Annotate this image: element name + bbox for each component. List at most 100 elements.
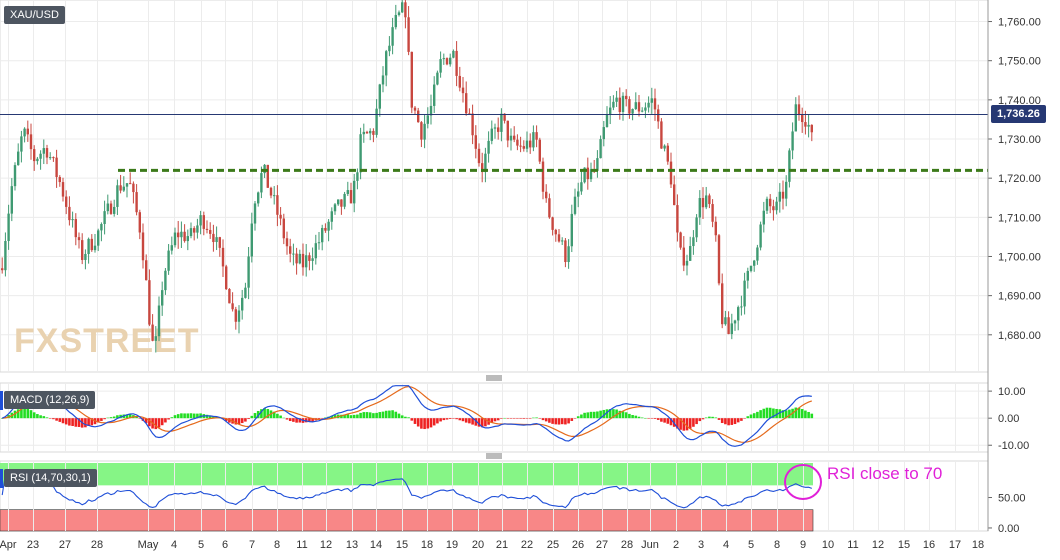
candle-body xyxy=(525,140,529,149)
price-tick-label: 1,680.00 xyxy=(998,330,1041,342)
time-axis: Apr 23 27 28 May 4 5 6 7 8 11 12 13 14 15 18 19 20 21 22 25 2… xyxy=(0,539,984,551)
macd-hist-bar xyxy=(282,417,286,419)
macd-hist-bar xyxy=(519,418,522,419)
price-tick-label: 1,720.00 xyxy=(998,173,1041,185)
candle-body xyxy=(794,104,797,132)
candle-body xyxy=(797,104,801,115)
candle-body xyxy=(413,107,417,111)
macd-hist-bar xyxy=(580,414,583,419)
candle-body xyxy=(618,97,621,113)
macd-hist-bar xyxy=(560,418,564,425)
rsi-legend[interactable]: RSI (14,70,30,1) xyxy=(4,469,97,487)
macd-hist-bar xyxy=(74,418,78,427)
candle-body xyxy=(183,231,186,242)
macd-hist-bar xyxy=(576,416,580,419)
candle-body xyxy=(324,227,327,231)
candle-body xyxy=(637,102,641,112)
candle-body xyxy=(13,165,17,187)
candle-body xyxy=(362,131,365,135)
macd-hist-bar xyxy=(26,408,30,419)
macd-hist-bar xyxy=(138,418,142,419)
macd-hist-bar xyxy=(84,418,87,428)
rsi-axis: 50.00 0.00 xyxy=(988,493,1026,535)
macd-hist-bar xyxy=(650,418,654,419)
current-price-tag: 1,736.26 xyxy=(991,105,1046,124)
rsi-legend-marker xyxy=(0,469,3,488)
candle-body xyxy=(353,180,356,204)
candle-body xyxy=(673,184,676,206)
macd-hist-bar xyxy=(432,418,436,426)
macd-legend[interactable]: MACD (12,26,9) xyxy=(4,391,96,409)
pane-resize-handle-2[interactable] xyxy=(486,453,502,459)
candle-body xyxy=(138,212,141,233)
candle-body xyxy=(269,187,273,196)
x-tick-label: 19 xyxy=(446,539,458,551)
price-tick-label: 1,700.00 xyxy=(998,251,1041,263)
macd-hist-bar xyxy=(324,417,327,419)
macd-hist-bar xyxy=(68,418,71,426)
candle-body xyxy=(717,235,721,284)
candle-body xyxy=(481,163,484,173)
candle-body xyxy=(42,148,45,154)
candle-body xyxy=(679,232,682,248)
candle-body xyxy=(756,247,759,261)
pane-resize-handle[interactable] xyxy=(486,375,502,381)
candle-body xyxy=(772,206,775,211)
candle-body xyxy=(461,87,465,94)
macd-hist-bar xyxy=(468,418,471,424)
candle-body xyxy=(333,204,337,212)
macd-hist-bar xyxy=(535,417,538,419)
candle-body xyxy=(385,51,388,76)
candle-body xyxy=(84,253,87,260)
macd-hist-bar xyxy=(602,409,606,419)
macd-pane-background xyxy=(0,382,989,453)
macd-hist-bar xyxy=(416,418,420,427)
macd-hist-bar xyxy=(288,418,292,422)
candle-body xyxy=(49,157,52,159)
macd-hist-bar xyxy=(29,410,33,419)
candle-body xyxy=(161,290,164,306)
macd-tick-label: 10.00 xyxy=(998,386,1026,398)
candle-body xyxy=(279,214,282,219)
symbol-label[interactable]: XAU/USD xyxy=(4,6,65,24)
macd-hist-bar xyxy=(413,418,417,424)
macd-hist-bar xyxy=(240,418,244,424)
candle-body xyxy=(122,186,125,191)
macd-hist-bar xyxy=(804,410,807,419)
candle-body xyxy=(493,127,497,129)
macd-hist-bar xyxy=(720,418,724,424)
macd-hist-bar xyxy=(36,414,39,419)
candle-body xyxy=(186,236,189,242)
candle-body xyxy=(465,93,468,114)
x-tick-label: 20 xyxy=(472,539,484,551)
candle-body xyxy=(381,75,385,85)
candle-body xyxy=(433,84,436,106)
macd-hist-bar xyxy=(375,412,378,419)
macd-hist-bar xyxy=(592,411,596,419)
rsi-line xyxy=(1,473,812,509)
candle-body xyxy=(212,233,215,243)
candle-body xyxy=(90,238,93,251)
candle-body xyxy=(231,303,234,310)
candle-body xyxy=(602,127,605,140)
candle-body xyxy=(4,241,7,271)
macd-hist-bar xyxy=(666,418,670,424)
candle-body xyxy=(260,173,263,193)
macd-hist-bar xyxy=(714,417,718,419)
candle-body xyxy=(689,246,692,261)
macd-hist-bar xyxy=(733,418,737,425)
macd-hist-bar xyxy=(170,417,174,419)
x-tick-label: 25 xyxy=(547,539,559,551)
candle-body xyxy=(58,177,61,183)
macd-hist-bar xyxy=(759,410,762,419)
macd-hist-bar xyxy=(237,418,241,425)
macd-hist-bar xyxy=(48,418,52,419)
candle-body xyxy=(119,185,122,191)
candle-body xyxy=(321,227,324,243)
macd-hist-bar xyxy=(685,418,689,431)
candle-body xyxy=(250,223,253,257)
macd-hist-bar xyxy=(532,417,535,419)
macd-hist-bar xyxy=(439,418,442,422)
candle-body xyxy=(199,215,202,226)
